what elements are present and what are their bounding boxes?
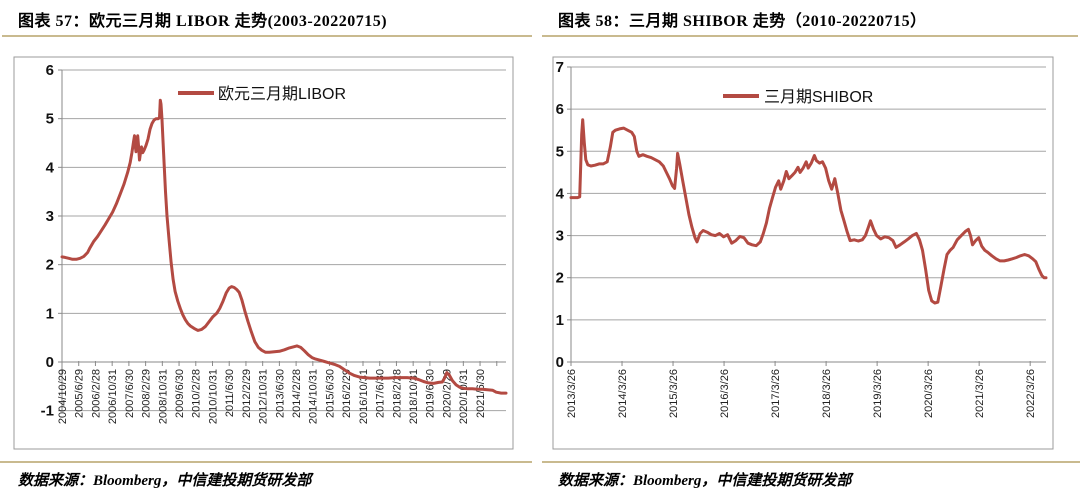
x-tick-label: 2012/10/31 xyxy=(258,369,270,424)
x-tick-label: 2021/3/26 xyxy=(974,369,986,418)
y-tick-label: 6 xyxy=(556,101,564,118)
x-tick-label: 2018/10/31 xyxy=(408,369,420,424)
series-line xyxy=(569,118,1048,305)
title-underline-right xyxy=(542,35,1078,37)
figure-panel-right: 图表 58：三月期 SHIBOR 走势（2010-20220715） 0 1 2 3 4… xyxy=(540,0,1080,503)
y-tick-label: 3 xyxy=(556,228,564,245)
plot-box xyxy=(552,56,1054,450)
legend-label: 三月期SHIBOR xyxy=(764,88,873,106)
x-tick-label: 2018/2/28 xyxy=(391,369,403,418)
y-tick-label: 2 xyxy=(556,270,564,287)
x-tick-label: 2014/10/31 xyxy=(308,369,320,424)
x-tick-label: 2008/2/29 xyxy=(141,369,153,418)
figure-title-right: 图表 58：三月期 SHIBOR 走势（2010-20220715） xyxy=(558,13,927,30)
title-underline-left xyxy=(2,35,532,37)
y-tick-label: 3 xyxy=(46,208,54,225)
figure-panel-left: 图表 57：欧元三月期 LIBOR 走势(2003-20220715) -1 0 1… xyxy=(0,13,532,489)
y-tick-label: 2 xyxy=(46,257,54,274)
x-tick-label: 2013/3/26 xyxy=(566,369,578,418)
y-axis-ticks xyxy=(567,66,571,363)
x-tick-label: 2016/10/31 xyxy=(358,369,370,424)
x-tick-label: 2009/6/30 xyxy=(174,369,186,418)
y-tick-label: 5 xyxy=(556,143,564,160)
legend: 欧元三月期LIBOR xyxy=(178,85,346,103)
x-tick-label: 2018/3/26 xyxy=(821,369,833,418)
x-tick-label: 2020/10/31 xyxy=(458,369,470,424)
y-tick-label: 4 xyxy=(556,185,565,202)
x-tick-label: 2008/10/31 xyxy=(157,369,169,424)
y-tick-label: 5 xyxy=(46,111,54,128)
x-tick-label: 2011/6/30 xyxy=(224,369,236,417)
figure-title-left: 图表 57：欧元三月期 LIBOR 走势(2003-20220715) xyxy=(18,13,388,30)
y-tick-label: 4 xyxy=(46,159,55,176)
x-tick-labels: 2004/10/29 2005/6/29 2006/2/28 2006/10/31 20… xyxy=(57,369,487,424)
x-tick-label: 2010/2/28 xyxy=(191,369,203,418)
x-tick-labels: 2013/3/26 2014/3/26 2015/3/26 2016/3/26 2017… xyxy=(566,369,1037,418)
x-tick-label: 2022/3/26 xyxy=(1025,369,1037,418)
y-tick-label: 1 xyxy=(556,312,564,329)
x-tick-label: 2007/6/30 xyxy=(124,369,136,418)
y-tick-label: 0 xyxy=(46,354,54,371)
x-tick-label: 2016/3/26 xyxy=(719,369,731,418)
y-tick-labels: -1 0 1 2 3 4 5 6 xyxy=(41,62,55,420)
series-line xyxy=(60,98,508,395)
x-tick-label: 2017/6/30 xyxy=(375,369,387,418)
x-tick-label: 2012/2/29 xyxy=(241,369,253,418)
x-tick-label: 2006/2/28 xyxy=(90,369,102,418)
x-tick-label: 2021/6/30 xyxy=(475,369,487,418)
legend: 三月期SHIBOR xyxy=(723,88,873,106)
x-tick-label: 2015/6/30 xyxy=(324,369,336,418)
x-axis-ticks xyxy=(570,361,1031,366)
x-tick-label: 2006/10/31 xyxy=(107,369,119,424)
x-tick-label: 2019/3/26 xyxy=(872,369,884,418)
x-tick-label: 2019/6/30 xyxy=(425,369,437,418)
y-tick-labels: 0 1 2 3 4 5 6 7 xyxy=(556,59,565,371)
x-tick-label: 2014/3/26 xyxy=(617,369,629,418)
y-tick-label: 6 xyxy=(46,62,54,79)
chart-3m-shibor: 0 1 2 3 4 5 6 7 2013/3/26 2014/3/26 2015/3/26 2016/… xyxy=(552,56,1054,450)
x-tick-label: 2020/3/26 xyxy=(923,369,935,418)
source-separator-left xyxy=(0,461,532,463)
x-tick-label: 2015/3/26 xyxy=(668,369,680,418)
x-tick-label: 2005/6/29 xyxy=(74,369,86,418)
x-tick-label: 2017/3/26 xyxy=(770,369,782,418)
y-axis-ticks xyxy=(58,69,62,412)
legend-label: 欧元三月期LIBOR xyxy=(218,85,346,103)
source-note-left: 数据来源：Bloomberg，中信建投期货研发部 xyxy=(18,473,312,489)
x-tick-label: 2016/2/29 xyxy=(341,369,353,418)
x-tick-label: 2013/6/30 xyxy=(274,369,286,418)
x-tick-label: 2010/10/31 xyxy=(207,369,219,424)
y-tick-label: 7 xyxy=(556,59,564,76)
source-note-right: 数据来源：Bloomberg，中信建投期货研发部 xyxy=(558,473,852,489)
y-tick-label: 0 xyxy=(556,354,564,371)
y-tick-label: 1 xyxy=(46,305,54,322)
source-separator-right xyxy=(542,461,1080,463)
y-tick-label: -1 xyxy=(41,403,54,420)
x-tick-label: 2014/2/28 xyxy=(291,369,303,418)
y-gridlines xyxy=(62,69,506,412)
x-tick-label: 2004/10/29 xyxy=(57,369,69,424)
